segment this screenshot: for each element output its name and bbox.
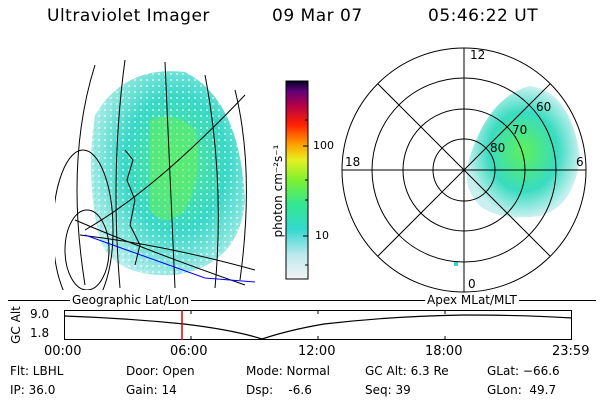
gcalt-info: GC Alt: 6.3 Re bbox=[365, 364, 449, 378]
lat-label-80: 80 bbox=[490, 141, 505, 155]
gain-info: Gain: 14 bbox=[126, 383, 177, 397]
timeline-right-label: Apex MLat/MLT bbox=[425, 293, 519, 307]
x-tick-1200: 12:00 bbox=[298, 344, 336, 359]
x-tick-1800: 18:00 bbox=[425, 344, 463, 359]
ip-info: IP: 36.0 bbox=[10, 383, 56, 397]
x-tick-2359: 23:59 bbox=[552, 344, 590, 359]
mode-info: Mode: Normal bbox=[246, 364, 330, 378]
time-text: 05:46:22 UT bbox=[428, 6, 539, 26]
lat-label-70: 70 bbox=[512, 123, 527, 137]
seq-info: Seq: 39 bbox=[365, 383, 411, 397]
colorbar-tick-100: 100 bbox=[313, 139, 334, 152]
auroral-oval bbox=[466, 86, 580, 218]
timeline-y-min: 1.8 bbox=[30, 326, 50, 340]
altitude-timeline bbox=[64, 310, 572, 340]
colorbar-unit-label: photon cm⁻²s⁻¹ bbox=[271, 144, 285, 238]
x-tick-0000: 00:00 bbox=[44, 344, 82, 359]
timeline-axis-label: GC Alt bbox=[9, 306, 23, 344]
colorbar bbox=[285, 80, 309, 280]
x-tick-0600: 06:00 bbox=[170, 344, 208, 359]
geographic-image bbox=[55, 60, 255, 290]
instrument-title: Ultraviolet Imager bbox=[47, 6, 210, 26]
polar-plot: 12 18 6 0 60 70 80 bbox=[341, 47, 587, 293]
lat-label-60: 60 bbox=[536, 100, 551, 114]
door-info: Door: Open bbox=[126, 364, 195, 378]
mlt-label-0: 0 bbox=[468, 277, 476, 291]
timeline-y-max: 9.0 bbox=[30, 307, 50, 321]
mlt-label-6: 6 bbox=[576, 155, 584, 169]
colorbar-tick-10: 10 bbox=[315, 229, 329, 242]
flt-info: Flt: LBHL bbox=[10, 364, 64, 378]
dsp-info: Dsp: -6.6 bbox=[246, 383, 312, 397]
glat-info: GLat: −66.6 bbox=[487, 364, 560, 378]
mlt-label-12: 12 bbox=[470, 48, 485, 62]
mlt-label-18: 18 bbox=[345, 155, 360, 169]
timeline-left-label: Geographic Lat/Lon bbox=[70, 293, 192, 307]
date-text: 09 Mar 07 bbox=[272, 6, 363, 26]
coastline bbox=[84, 234, 255, 283]
glon-info: GLon: 49.7 bbox=[487, 383, 557, 397]
altitude-curve bbox=[64, 314, 572, 340]
timeline-top-border bbox=[8, 300, 596, 301]
